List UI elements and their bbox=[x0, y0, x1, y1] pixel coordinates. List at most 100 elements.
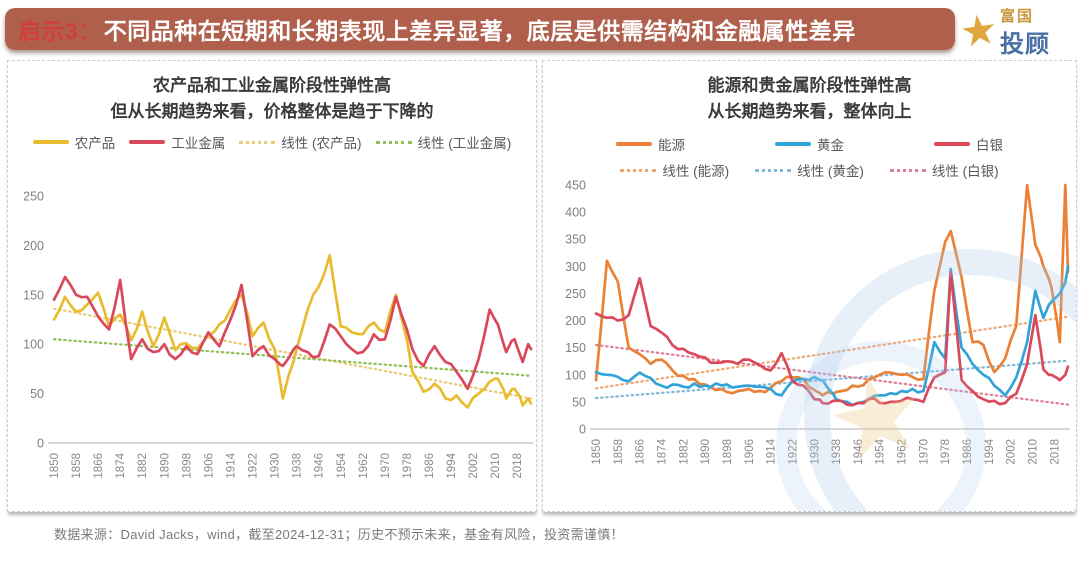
x-tick-label: 1882 bbox=[137, 453, 149, 479]
x-tick-label: 2002 bbox=[1006, 439, 1018, 465]
x-tick-label: 1874 bbox=[656, 438, 668, 464]
data-source-note: 数据来源：David Jacks，wind，截至2024-12-31；历史不预示… bbox=[54, 527, 624, 542]
legend-item: 线性 (工业金属) bbox=[375, 132, 512, 152]
x-tick-label: 1866 bbox=[635, 439, 647, 465]
x-tick-label: 1858 bbox=[71, 453, 83, 479]
right-chart-legend-trend: 线性 (能源) 线性 (黄金) 线性 (白银) bbox=[543, 160, 1076, 180]
legend-item: 线性 (黄金) bbox=[755, 160, 864, 180]
series-line bbox=[594, 183, 1070, 397]
y-tick-label: 250 bbox=[565, 287, 586, 301]
legend-label: 农产品 bbox=[74, 136, 116, 151]
x-tick-label: 1978 bbox=[940, 439, 952, 465]
x-tick-label: 1930 bbox=[809, 439, 821, 465]
legend-label: 线性 (白银) bbox=[931, 164, 999, 179]
legend-item: 农产品 bbox=[32, 132, 116, 152]
legend-label: 线性 (工业金属) bbox=[417, 136, 512, 151]
x-tick-label: 1874 bbox=[115, 452, 127, 478]
y-tick-label: 300 bbox=[565, 260, 586, 274]
x-tick-label: 1970 bbox=[918, 439, 930, 465]
legend-line-icon bbox=[934, 142, 970, 146]
legend-item: 线性 (农产品) bbox=[239, 132, 362, 152]
x-tick-label: 1898 bbox=[722, 439, 734, 465]
legend-label: 线性 (黄金) bbox=[797, 164, 864, 179]
legend-dotted-line-icon bbox=[239, 140, 276, 144]
x-tick-label: 1954 bbox=[875, 438, 887, 464]
x-tick-label: 1906 bbox=[744, 439, 756, 465]
x-tick-label: 1890 bbox=[159, 453, 171, 479]
y-tick-label: 250 bbox=[23, 190, 44, 204]
x-tick-label: 1906 bbox=[203, 453, 215, 479]
legend-dotted-line-icon bbox=[755, 168, 792, 172]
x-tick-label: 1866 bbox=[93, 453, 105, 479]
chart-panel-right: ★ 能源和贵金属阶段性弹性高 从长期趋势来看，整体向上 能源 黄金 白银 线性 (能… bbox=[542, 60, 1077, 512]
trend-line bbox=[52, 338, 533, 377]
legend-label: 白银 bbox=[976, 138, 1003, 153]
right-chart-title-line1: 能源和贵金属阶段性弹性高 bbox=[707, 76, 912, 95]
logo-brand-text: 富国 bbox=[1000, 8, 1035, 25]
x-tick-label: 1914 bbox=[766, 438, 778, 464]
legend-dotted-line-icon bbox=[620, 168, 657, 172]
x-tick-label: 1994 bbox=[984, 438, 996, 464]
left-chart-legend: 农产品 工业金属 线性 (农产品) 线性 (工业金属) bbox=[8, 132, 536, 152]
series-line bbox=[594, 264, 1070, 407]
y-tick-label: 200 bbox=[23, 239, 44, 253]
x-tick-label: 1938 bbox=[831, 439, 843, 465]
page-title-text: 不同品种在短期和长期表现上差异显著，底层是供需结构和金融属性差异 bbox=[103, 18, 856, 44]
y-tick-label: 0 bbox=[579, 423, 586, 437]
series-line bbox=[52, 275, 533, 391]
x-tick-label: 1994 bbox=[446, 452, 458, 478]
legend-item: 白银 bbox=[934, 134, 1003, 154]
brand-logo: ★ 富国 投顾 bbox=[957, 2, 1078, 58]
x-tick-label: 1922 bbox=[248, 453, 260, 479]
x-tick-label: 2002 bbox=[468, 453, 480, 479]
trend-line bbox=[594, 315, 1070, 390]
x-tick-label: 1938 bbox=[292, 453, 304, 479]
x-tick-label: 1946 bbox=[314, 453, 326, 479]
page-title: 启示3：不同品种在短期和长期表现上差异显著，底层是供需结构和金融属性差异 bbox=[5, 12, 856, 46]
trend-line bbox=[594, 359, 1070, 400]
y-tick-label: 100 bbox=[23, 338, 44, 352]
x-tick-label: 1858 bbox=[613, 439, 625, 465]
x-tick-label: 1922 bbox=[787, 439, 799, 465]
header-bar: 启示3：不同品种在短期和长期表现上差异显著，底层是供需结构和金融属性差异 bbox=[5, 8, 955, 50]
x-tick-label: 2018 bbox=[1049, 439, 1061, 465]
right-chart-legend-series: 能源 黄金 白银 bbox=[543, 134, 1076, 154]
page-title-prefix: 启示3： bbox=[18, 18, 102, 44]
left-chart-title-line1: 农产品和工业金属阶段性弹性高 bbox=[153, 76, 391, 95]
legend-line-icon bbox=[775, 142, 811, 146]
x-tick-label: 1930 bbox=[270, 453, 282, 479]
legend-label: 黄金 bbox=[817, 138, 844, 153]
x-tick-label: 1890 bbox=[700, 439, 712, 465]
x-tick-label: 1850 bbox=[591, 439, 603, 465]
logo-product-text: 投顾 bbox=[1000, 31, 1050, 58]
chart-panel-left: 农产品和工业金属阶段性弹性高 但从长期趋势来看，价格整体是趋于下降的 农产品 工业… bbox=[7, 60, 537, 512]
x-tick-label: 1882 bbox=[678, 439, 690, 465]
left-chart-title-line2: 但从长期趋势来看，价格整体是趋于下降的 bbox=[110, 101, 434, 121]
y-tick-label: 50 bbox=[30, 387, 44, 401]
legend-label: 能源 bbox=[658, 138, 685, 153]
y-tick-label: 100 bbox=[565, 368, 586, 382]
y-tick-label: 0 bbox=[37, 437, 44, 451]
legend-item: 线性 (白银) bbox=[889, 160, 999, 180]
legend-line-icon bbox=[129, 140, 166, 144]
x-tick-label: 2018 bbox=[512, 453, 524, 479]
y-tick-label: 200 bbox=[565, 314, 586, 328]
legend-item: 线性 (能源) bbox=[620, 160, 729, 180]
legend-label: 线性 (农产品) bbox=[281, 136, 362, 151]
legend-label: 工业金属 bbox=[171, 136, 226, 151]
series-line bbox=[52, 253, 533, 409]
x-tick-label: 1914 bbox=[225, 452, 237, 478]
x-tick-label: 2010 bbox=[1028, 439, 1040, 465]
right-chart-plot: 0 50 100 150 200 250 300 350 400 450 1850 1858 1866 1… bbox=[565, 180, 1070, 465]
left-chart-title: 农产品和工业金属阶段性弹性高 但从长期趋势来看，价格整体是趋于下降的 bbox=[8, 73, 536, 124]
x-tick-label: 1978 bbox=[402, 453, 414, 479]
x-tick-label: 1946 bbox=[853, 439, 865, 465]
series-line bbox=[594, 270, 1070, 407]
x-tick-label: 1954 bbox=[336, 452, 348, 478]
x-tick-label: 1970 bbox=[380, 453, 392, 479]
legend-line-icon bbox=[32, 140, 69, 144]
legend-line-icon bbox=[616, 142, 652, 146]
legend-item: 工业金属 bbox=[129, 132, 225, 152]
x-tick-label: 1986 bbox=[962, 439, 974, 465]
